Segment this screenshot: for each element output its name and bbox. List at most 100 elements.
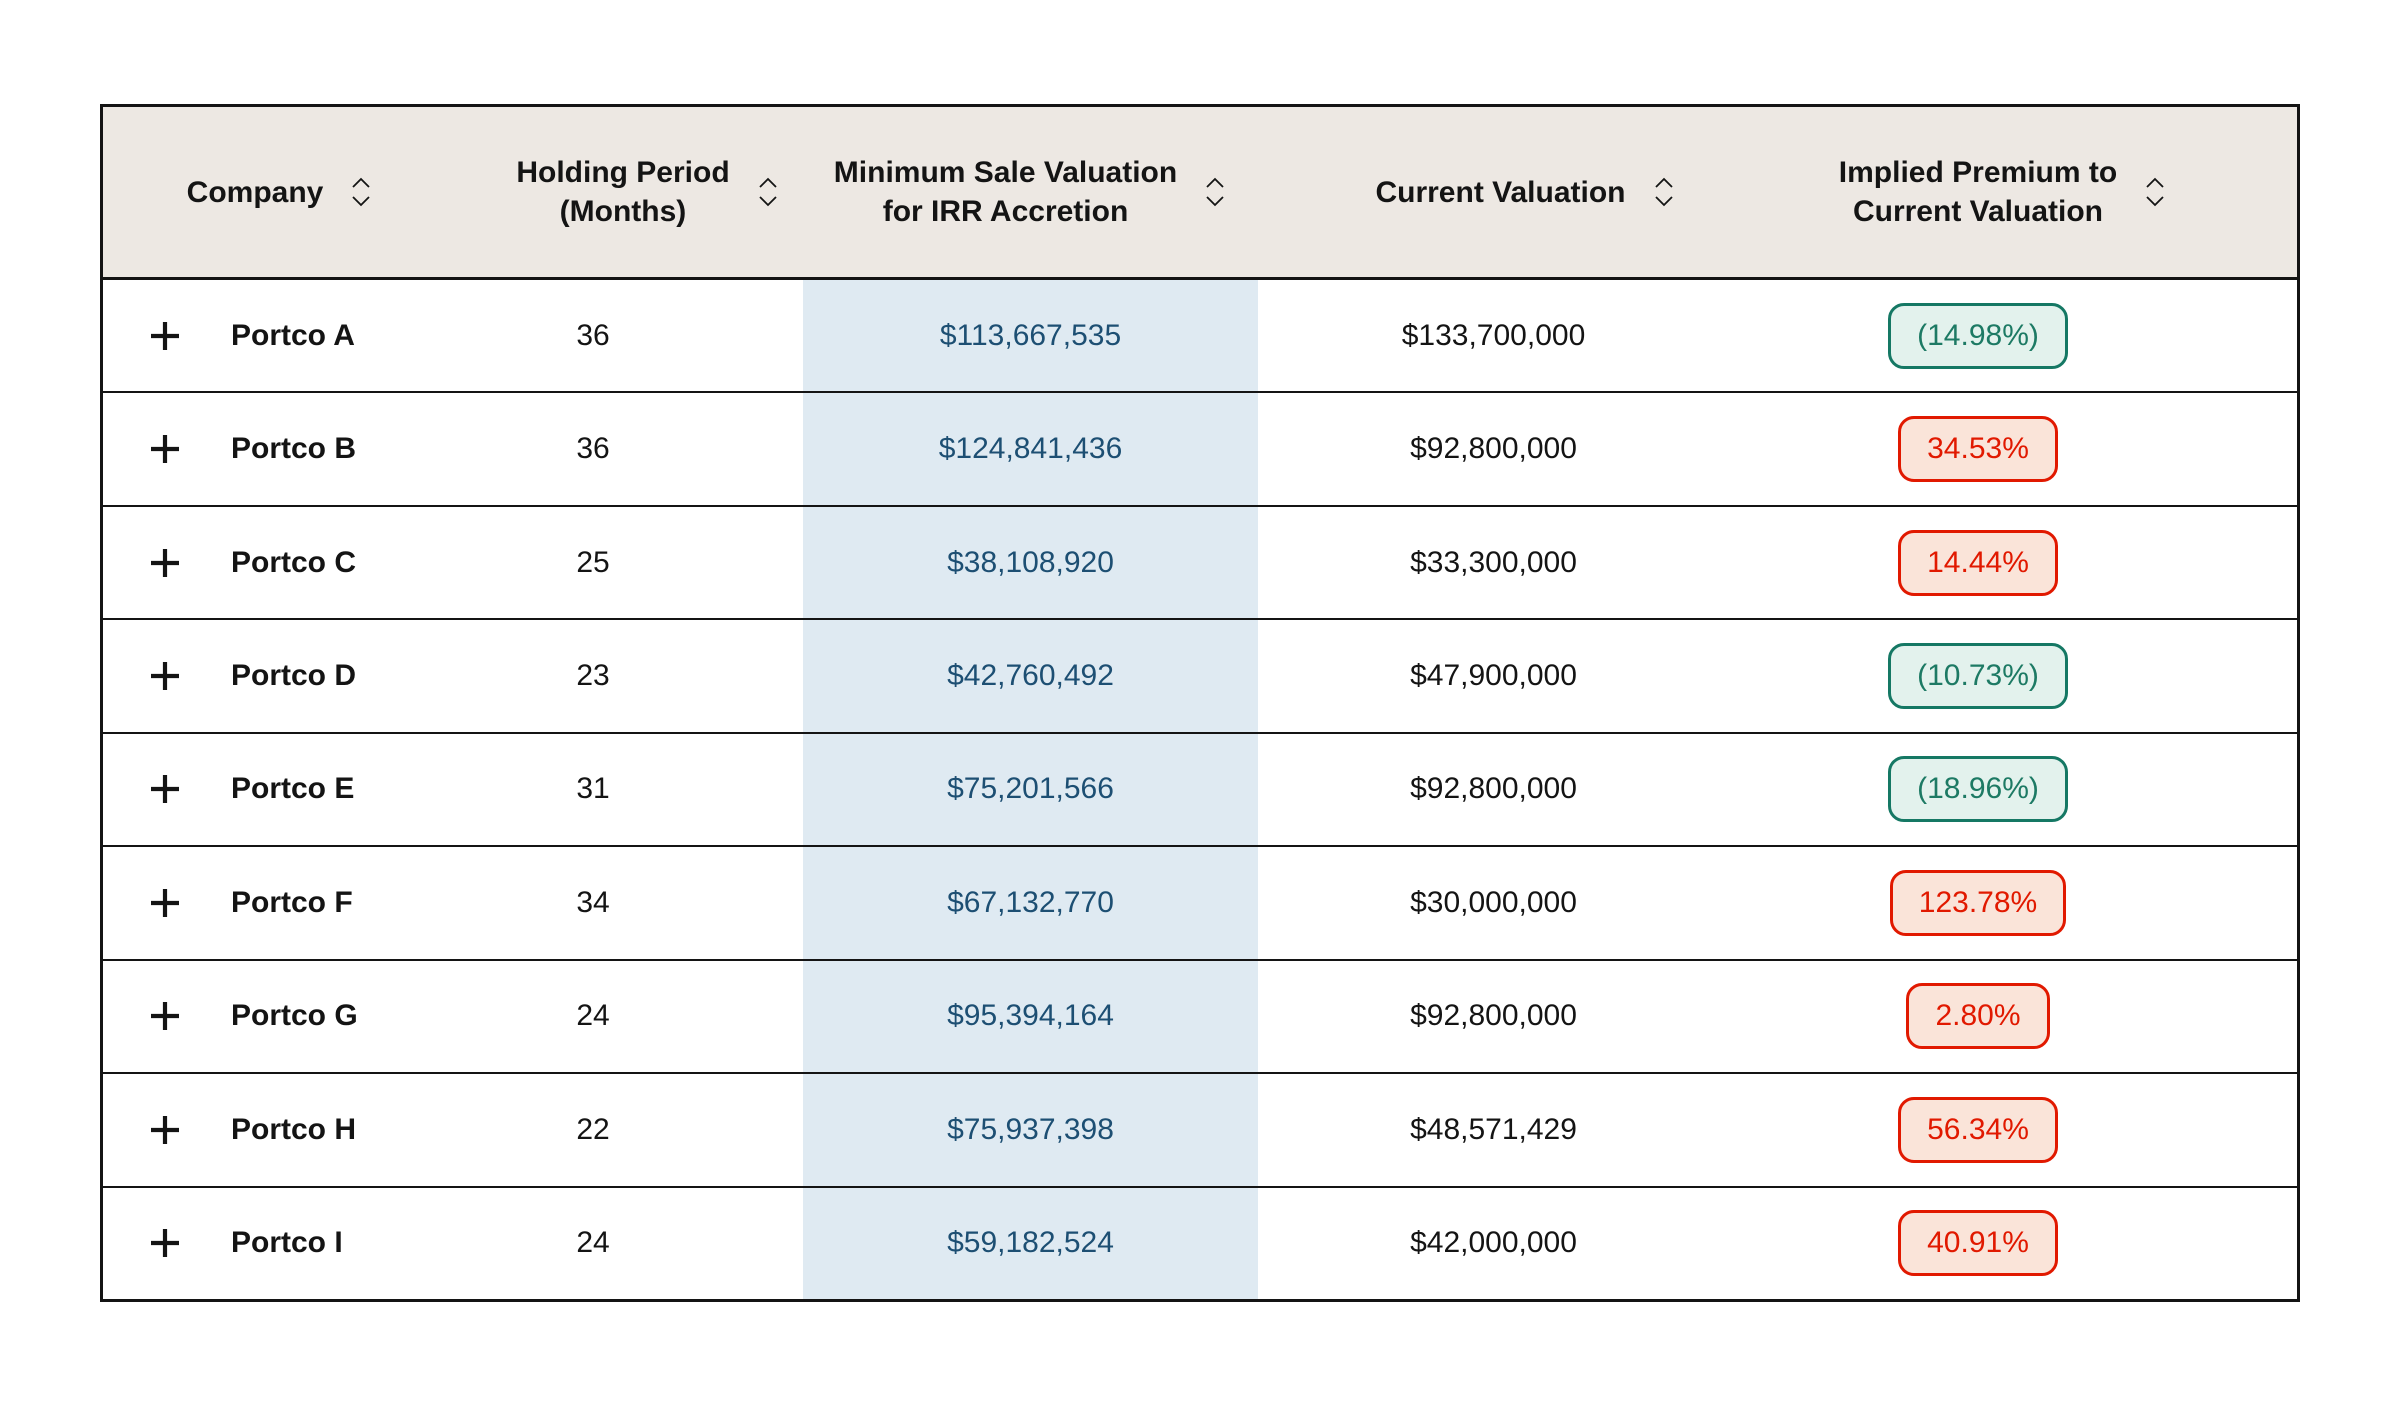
company-name: Portco H (231, 1112, 357, 1146)
expand-plus-icon[interactable] (147, 885, 183, 921)
company-cell: Portco G (103, 961, 493, 1072)
column-header-holding_period[interactable]: Holding Period (Months) (493, 107, 803, 277)
company-name: Portco C (231, 545, 357, 579)
premium-value: 56.34% (1927, 1112, 2029, 1146)
min-sale-valuation-cell: $75,201,566 (803, 733, 1258, 846)
holding-period-value: 24 (576, 1226, 610, 1260)
holding-period-cell: 24 (493, 961, 803, 1072)
min-sale-valuation-value: $67,132,770 (947, 885, 1114, 919)
min-sale-valuation-value: $113,667,535 (939, 318, 1122, 352)
premium-value: (18.96%) (1917, 772, 2039, 806)
premium-badge: (10.73%) (1888, 643, 2068, 710)
column-header-label: Implied Premium to Current Valuation (1838, 156, 2118, 228)
company-name: Portco B (231, 432, 357, 466)
premium-value: (10.73%) (1917, 659, 2039, 693)
premium-badge: 2.80% (1906, 983, 2050, 1050)
company-cell: Portco D (103, 620, 493, 731)
current-valuation-cell: $33,300,000 (1258, 507, 1793, 618)
current-valuation-value: $92,800,000 (1410, 432, 1577, 466)
column-header-current_valuation[interactable]: Current Valuation (1258, 107, 1793, 277)
min-sale-valuation-cell: $67,132,770 (803, 847, 1258, 959)
expand-plus-icon[interactable] (147, 658, 183, 694)
holding-period-cell: 31 (493, 734, 803, 845)
table-row: Portco C 25 $38,108,920 $33,300,000 14.4… (103, 506, 2297, 621)
table-row: Portco F 34 $67,132,770 $30,000,000 123.… (103, 847, 2297, 961)
sort-icon[interactable] (756, 176, 780, 208)
holding-period-value: 25 (576, 545, 610, 579)
min-sale-valuation-cell: $38,108,920 (803, 506, 1258, 619)
expand-plus-icon[interactable] (147, 998, 183, 1034)
holding-period-value: 36 (576, 432, 610, 466)
premium-badge: 123.78% (1889, 869, 2067, 936)
table-row: Portco H 22 $75,937,398 $48,571,429 56.3… (103, 1074, 2297, 1188)
expand-plus-icon[interactable] (147, 771, 183, 807)
company-cell: Portco H (103, 1074, 493, 1185)
implied-premium-cell: 14.44% (1793, 507, 2303, 618)
column-header-label: Company (186, 175, 324, 209)
column-header-label: Current Valuation (1375, 175, 1626, 209)
expand-plus-icon[interactable] (147, 1112, 183, 1148)
table-row: Portco I 24 $59,182,524 $42,000,000 40.9… (103, 1187, 2297, 1299)
current-valuation-value: $30,000,000 (1410, 885, 1577, 919)
company-name: Portco G (231, 999, 358, 1033)
premium-badge: 14.44% (1898, 529, 2058, 596)
current-valuation-cell: $48,571,429 (1258, 1074, 1793, 1185)
column-header-implied_premium[interactable]: Implied Premium to Current Valuation (1793, 107, 2303, 277)
current-valuation-cell: $92,800,000 (1258, 734, 1793, 845)
company-cell: Portco E (103, 734, 493, 845)
current-valuation-cell: $42,000,000 (1258, 1188, 1793, 1299)
expand-plus-icon[interactable] (147, 1225, 183, 1261)
company-cell: Portco I (103, 1188, 493, 1299)
holding-period-value: 31 (576, 772, 610, 806)
current-valuation-value: $92,800,000 (1410, 999, 1577, 1033)
holding-period-value: 36 (576, 318, 610, 352)
implied-premium-cell: (18.96%) (1793, 734, 2303, 845)
implied-premium-cell: 34.53% (1793, 393, 2303, 504)
min-sale-valuation-value: $59,182,524 (947, 1226, 1114, 1260)
company-cell: Portco B (103, 393, 493, 504)
premium-value: 14.44% (1927, 545, 2029, 579)
company-cell: Portco C (103, 507, 493, 618)
min-sale-valuation-cell: $59,182,524 (803, 1187, 1258, 1299)
current-valuation-value: $92,800,000 (1410, 772, 1577, 806)
premium-value: 123.78% (1918, 885, 2038, 919)
premium-badge: 40.91% (1898, 1210, 2058, 1277)
sort-icon[interactable] (2143, 176, 2167, 208)
holding-period-value: 23 (576, 659, 610, 693)
holding-period-cell: 24 (493, 1188, 803, 1299)
company-cell: Portco F (103, 847, 493, 958)
holding-period-cell: 23 (493, 620, 803, 731)
table-body: Portco A 36 $113,667,535 $133,700,000 (1… (103, 280, 2297, 1299)
table-row: Portco B 36 $124,841,436 $92,800,000 34.… (103, 393, 2297, 507)
premium-value: 2.80% (1935, 999, 2021, 1033)
current-valuation-value: $42,000,000 (1410, 1226, 1577, 1260)
sort-icon[interactable] (349, 176, 373, 208)
current-valuation-cell: $92,800,000 (1258, 393, 1793, 504)
column-header-label: Holding Period (Months) (516, 156, 730, 228)
sort-icon[interactable] (1203, 176, 1227, 208)
implied-premium-cell: 40.91% (1793, 1188, 2303, 1299)
expand-plus-icon[interactable] (147, 318, 183, 354)
current-valuation-value: $133,700,000 (1401, 318, 1586, 352)
holding-period-cell: 36 (493, 280, 803, 391)
table-row: Portco G 24 $95,394,164 $92,800,000 2.80… (103, 960, 2297, 1075)
min-sale-valuation-cell: $75,937,398 (803, 1074, 1258, 1186)
premium-badge: (18.96%) (1888, 756, 2068, 823)
current-valuation-value: $33,300,000 (1410, 545, 1577, 579)
table-row: Portco E 31 $75,201,566 $92,800,000 (18.… (103, 733, 2297, 848)
company-name: Portco F (231, 885, 353, 919)
implied-premium-cell: (10.73%) (1793, 620, 2303, 731)
column-header-company[interactable]: Company (103, 107, 493, 277)
expand-plus-icon[interactable] (147, 431, 183, 467)
current-valuation-cell: $133,700,000 (1258, 280, 1793, 391)
table-header-row: Company Holding Period (Months) Minimum S… (103, 107, 2297, 280)
implied-premium-cell: 123.78% (1793, 847, 2303, 958)
min-sale-valuation-cell: $113,667,535 (803, 280, 1258, 392)
min-sale-valuation-value: $124,841,436 (938, 432, 1123, 466)
expand-plus-icon[interactable] (147, 545, 183, 581)
holding-period-value: 34 (576, 885, 610, 919)
current-valuation-value: $48,571,429 (1410, 1112, 1577, 1146)
column-header-min_sale_valuation[interactable]: Minimum Sale Valuation for IRR Accretion (803, 107, 1258, 277)
holding-period-cell: 36 (493, 393, 803, 504)
sort-icon[interactable] (1652, 176, 1676, 208)
